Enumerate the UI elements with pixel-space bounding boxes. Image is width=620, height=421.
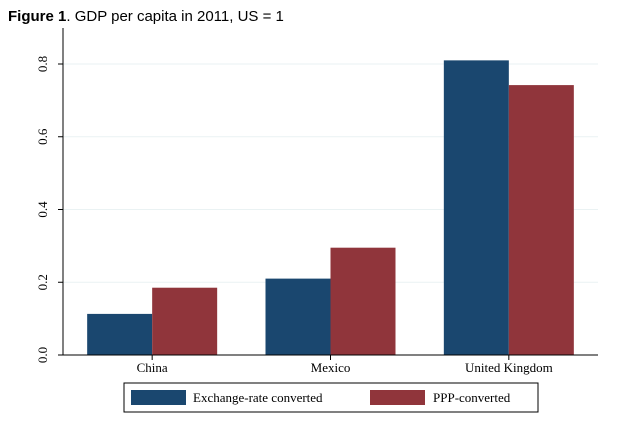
y-tick-label: 0.8 (35, 56, 50, 72)
y-tick-label: 0.4 (35, 201, 50, 218)
bar (330, 247, 396, 355)
bar (508, 85, 574, 355)
bars (87, 60, 574, 356)
legend-swatch (370, 390, 425, 405)
x-tick-label: Mexico (311, 360, 351, 375)
legend-swatch (131, 390, 186, 405)
bar (265, 278, 331, 355)
y-tick-label: 0.0 (35, 347, 50, 363)
legend-label: Exchange-rate converted (193, 390, 323, 405)
figure-label: Figure 1 (8, 8, 67, 25)
legend-label: PPP-converted (433, 390, 511, 405)
figure-caption: . GDP per capita in 2011, US = 1 (66, 8, 284, 25)
x-tick-label: United Kingdom (465, 360, 553, 375)
axes: China Mexico United Kingdom 0.0 0.2 0.4 0.6 0.8 (35, 28, 598, 375)
y-tick-label: 0.2 (35, 274, 50, 290)
y-tick-label: 0.6 (35, 128, 50, 145)
legend: Exchange-rate converted PPP-converted (123, 382, 539, 413)
legend-box (123, 382, 539, 413)
figure-title: Figure 1. GDP per capita in 2011, US = 1 (8, 8, 284, 25)
bar (443, 60, 509, 356)
bar (152, 287, 218, 355)
x-tick-label: China (137, 360, 168, 375)
bar (87, 313, 153, 355)
